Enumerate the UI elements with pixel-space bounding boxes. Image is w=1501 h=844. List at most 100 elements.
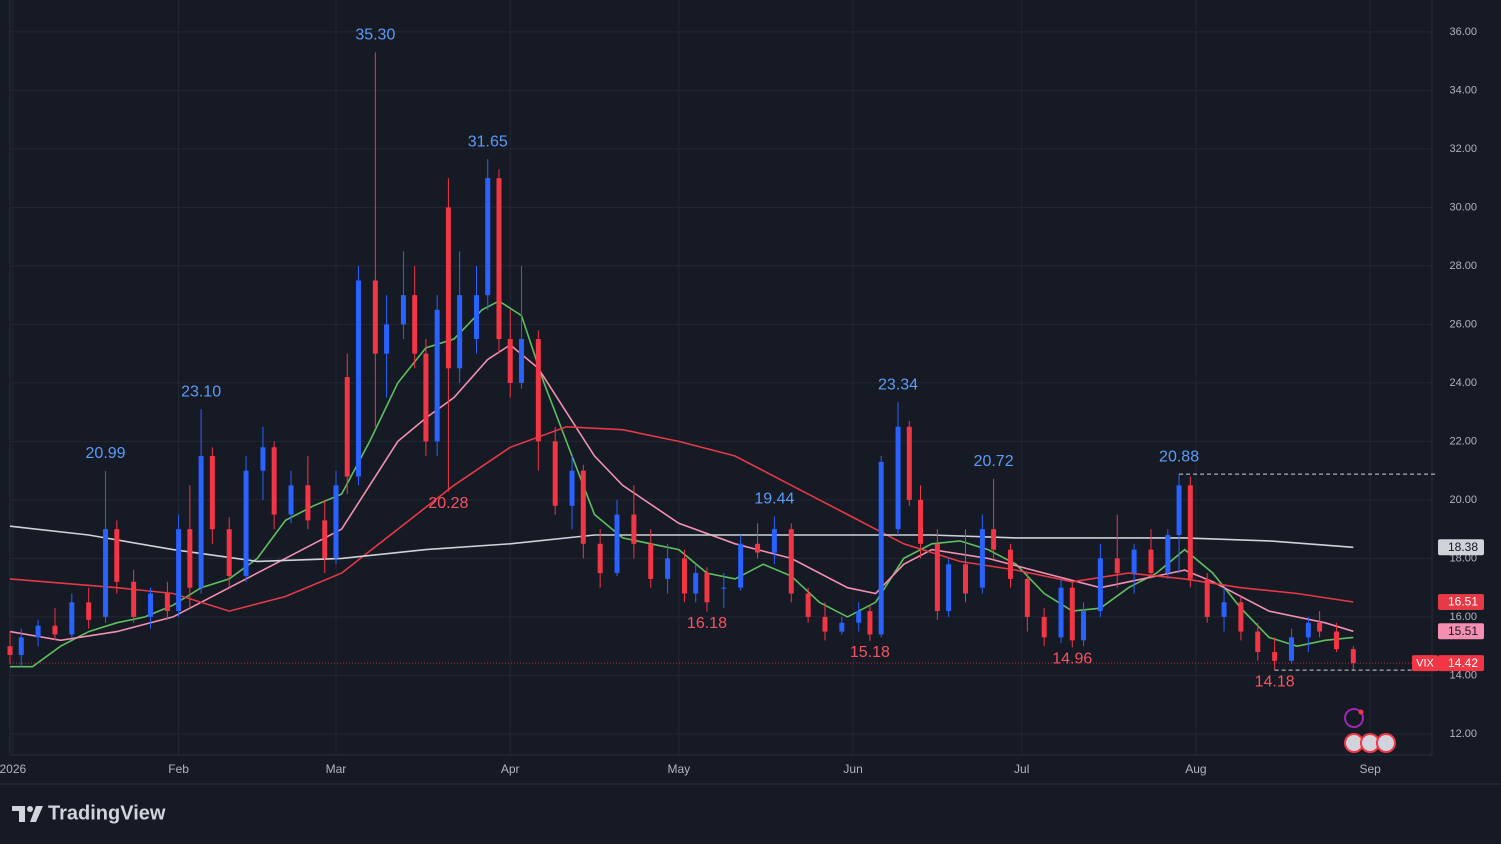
candle-body [260, 447, 266, 471]
candle-body [35, 625, 41, 638]
candle-body [1097, 558, 1103, 612]
x-tick-label: Feb [168, 762, 189, 776]
price-annotation: 35.30 [355, 27, 395, 44]
candle-body [788, 529, 794, 594]
candle-body [176, 529, 182, 612]
candle-body [1272, 652, 1278, 661]
moving-average-line [9, 343, 1354, 642]
x-tick-label: Sep [1359, 762, 1381, 776]
price-annotation: 14.18 [1255, 673, 1295, 690]
candle-body [1024, 578, 1030, 617]
axis-price-tag [1438, 655, 1484, 672]
y-tick-label: 28.00 [1449, 260, 1477, 272]
candle-body [1288, 637, 1294, 661]
candle-body [934, 543, 940, 612]
candle-body [288, 485, 294, 515]
candle-body [69, 602, 75, 635]
candle-body [614, 514, 620, 574]
candle-body [271, 447, 277, 515]
candle-body [704, 573, 710, 603]
candle-body [681, 558, 687, 594]
x-tick-label: May [668, 762, 691, 776]
x-tick-label: Apr [501, 762, 520, 776]
axis-price-tag-label: 15.51 [1448, 624, 1478, 638]
candle-body [400, 295, 406, 325]
y-tick-label: 18.00 [1449, 552, 1477, 564]
x-tick-label: Jun [843, 762, 862, 776]
candle-body [333, 485, 339, 559]
candle-body [580, 470, 586, 544]
candle-body [962, 564, 968, 594]
price-annotation: 23.10 [181, 383, 221, 400]
candle-body [631, 514, 637, 544]
candle-body [412, 295, 418, 354]
candle-body [518, 339, 524, 383]
axis-price-tag [1438, 539, 1484, 556]
candle-body [198, 456, 204, 588]
candle-body [103, 529, 109, 617]
candle-body [946, 564, 952, 612]
candle-body [771, 529, 777, 553]
candle-body [1204, 578, 1210, 617]
candle-body [1069, 587, 1075, 641]
axis-price-tag-label: 14.42 [1448, 656, 1478, 670]
candle-body [1255, 631, 1261, 653]
price-annotation: 23.34 [878, 376, 918, 393]
candle-body [552, 441, 558, 506]
x-tick-label: 2026 [0, 762, 26, 776]
candle-body [1176, 485, 1182, 536]
brand-name: TradingView [48, 802, 166, 824]
price-annotation: 20.28 [428, 495, 468, 512]
candle-body [895, 426, 901, 530]
candle-body [305, 485, 311, 521]
y-tick-label: 34.00 [1449, 84, 1477, 96]
y-tick-label: 22.00 [1449, 435, 1477, 447]
axis-price-tag [1438, 594, 1484, 611]
price-annotation: 31.65 [468, 133, 508, 150]
price-annotation: 20.88 [1159, 448, 1199, 465]
candle-body [474, 295, 480, 340]
candle-body [822, 616, 828, 632]
y-tick-label: 32.00 [1449, 143, 1477, 155]
candle-body [918, 499, 924, 544]
candle-body [457, 295, 463, 369]
y-tick-label: 16.00 [1449, 611, 1477, 623]
candle-body [1114, 558, 1120, 574]
candle-body [114, 529, 120, 582]
candle-body [1305, 622, 1311, 638]
candle-body [322, 520, 328, 559]
candle-body [805, 593, 811, 617]
price-annotation: 20.72 [974, 453, 1014, 470]
x-tick-label: Jul [1014, 762, 1029, 776]
price-annotation: 19.44 [754, 491, 794, 508]
candle-body [1317, 622, 1323, 632]
candle-body [721, 587, 727, 589]
candle-body [1041, 616, 1047, 638]
candle-body [535, 339, 541, 442]
price-annotation: 16.18 [687, 615, 727, 632]
candle-body [1221, 602, 1227, 617]
candle-body [1350, 649, 1356, 664]
candle-body [856, 611, 862, 623]
candle-body [507, 339, 513, 383]
price-annotation: 20.99 [86, 445, 126, 462]
candle-body [148, 593, 154, 617]
moving-average-line [10, 300, 1354, 668]
x-tick-label: Aug [1185, 762, 1206, 776]
candle-body [878, 461, 884, 635]
symbol-tag-label: VIX [1416, 658, 1434, 670]
candle-body [243, 470, 249, 576]
candle-body [755, 543, 761, 553]
candle-body [434, 309, 440, 442]
indicator-icons[interactable] [1344, 708, 1396, 753]
candle-body [1165, 535, 1171, 574]
candle-body [164, 593, 170, 612]
candle-body [18, 637, 24, 655]
candle-body [693, 573, 699, 594]
candle-body [344, 377, 350, 477]
candle-body [1238, 602, 1244, 632]
candle-body [7, 646, 13, 655]
candle-body [496, 178, 502, 340]
